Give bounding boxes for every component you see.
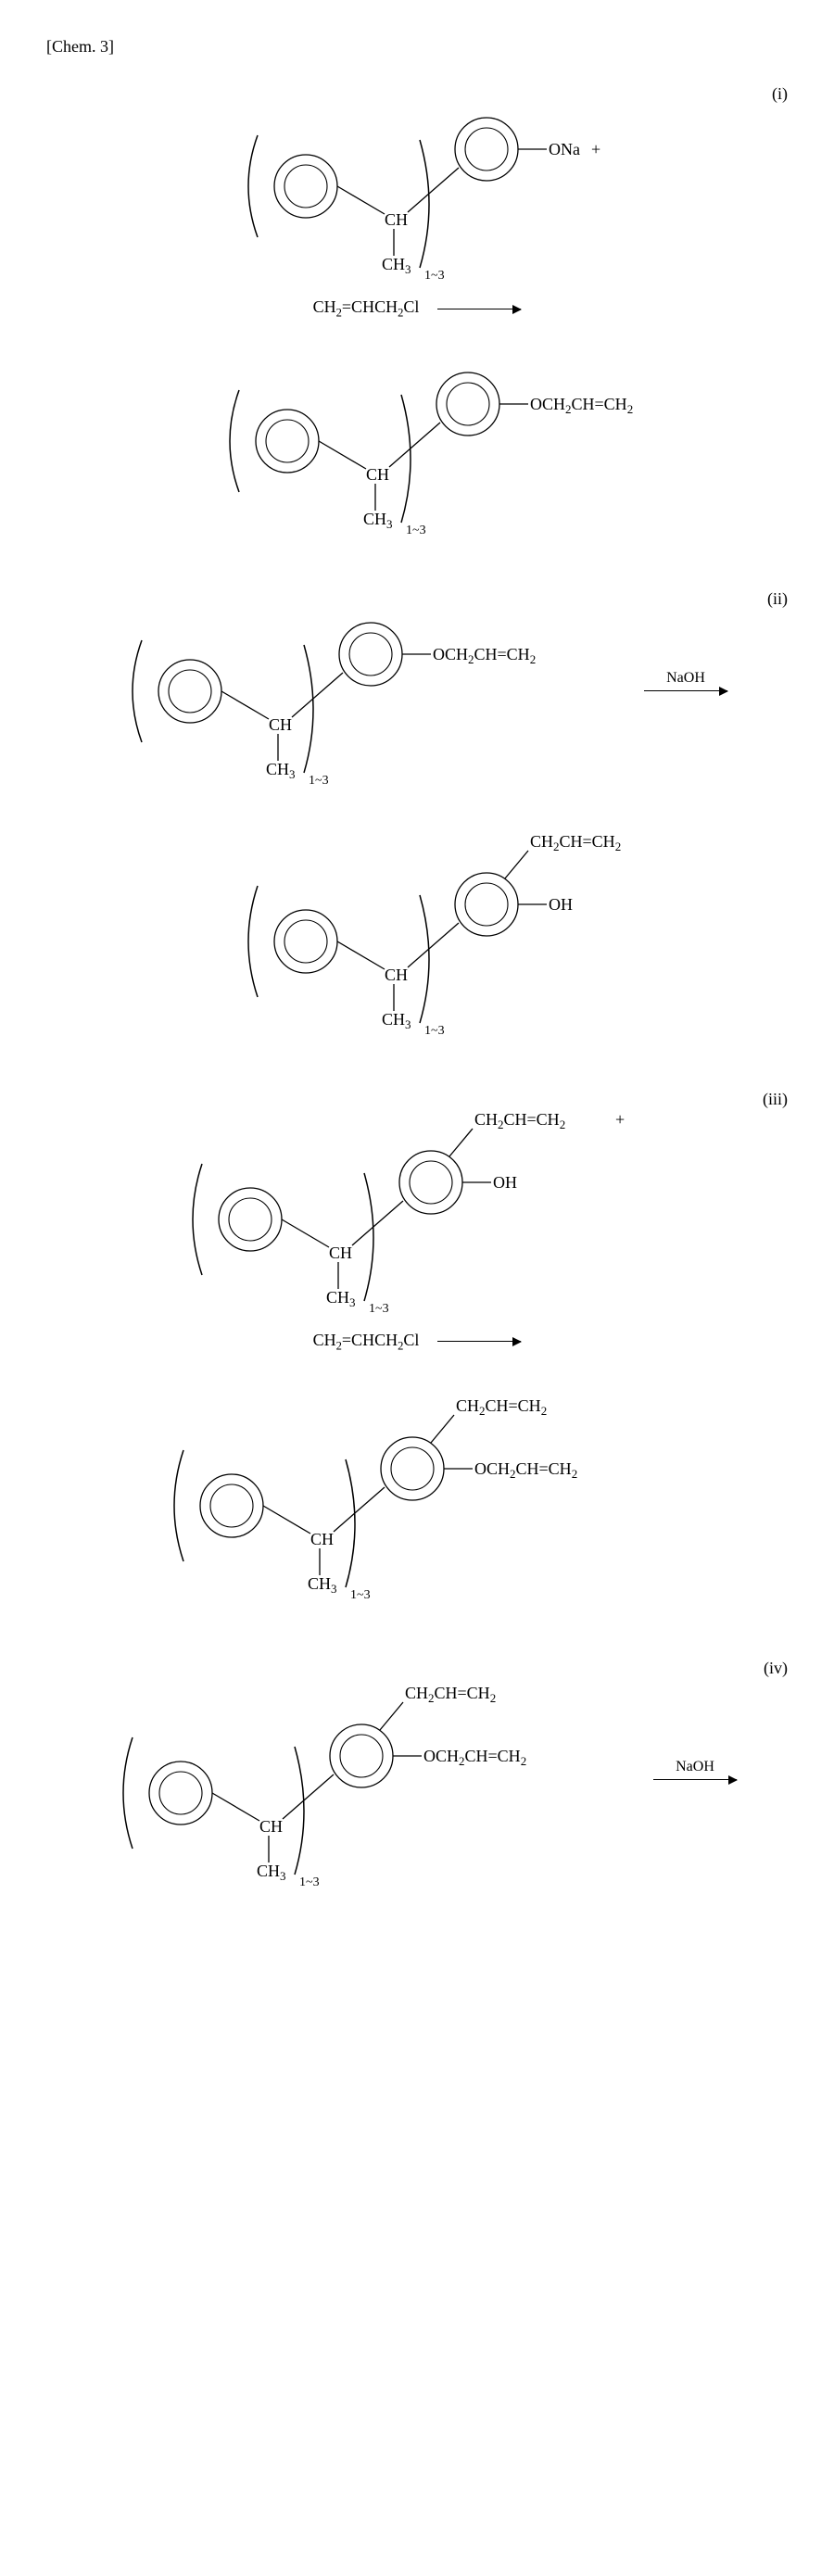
product-row-iii: CH CH3 1~3 CH2CH=CH2 OCH2CH=CH2: [46, 1362, 788, 1612]
svg-text:OH: OH: [493, 1173, 517, 1192]
eq-num-i: (i): [772, 84, 788, 104]
reaction-ii: (ii) CH CH3 1~3 OCH2CH=CH2 NaOH: [46, 589, 788, 1043]
svg-text:OH: OH: [549, 895, 573, 914]
svg-text:CH: CH: [366, 465, 389, 484]
product-row-ii: CH CH3 1~3 CH2CH=CH2 OH: [46, 802, 788, 1043]
svg-text:1~3: 1~3: [350, 1588, 371, 1602]
svg-text:OCH2CH=CH2: OCH2CH=CH2: [423, 1747, 526, 1768]
reagent-row-i: CH2=CHCH2Cl: [46, 297, 788, 321]
allyl-chloride-text-2: CH2=CHCH2Cl: [313, 1331, 420, 1354]
svg-text:CH3: CH3: [308, 1574, 337, 1596]
svg-text:CH: CH: [385, 210, 408, 229]
struct-ortho-allyl-phenol: CH CH3 1~3 CH2CH=CH2 OH: [195, 802, 676, 1043]
struct-allyl-ether: CH CH3 1~3 OCH2CH=CH2: [195, 330, 676, 543]
struct-phenolate-na: CH CH3 1~3 ONa +: [222, 84, 612, 288]
svg-text:1~3: 1~3: [299, 1875, 320, 1889]
svg-text:CH2CH=CH2: CH2CH=CH2: [530, 832, 621, 853]
svg-text:OCH2CH=CH2: OCH2CH=CH2: [474, 1459, 577, 1481]
svg-text:+: +: [615, 1110, 625, 1129]
svg-text:CH: CH: [310, 1530, 334, 1548]
reaction-iii: (iii) CH CH3 1~3 CH2CH=CH2 + OH: [46, 1090, 788, 1613]
svg-text:CH2CH=CH2: CH2CH=CH2: [474, 1110, 565, 1131]
reaction-i: (i) CH CH3 1~3: [46, 84, 788, 543]
eq-num-iv: (iv): [764, 1659, 788, 1678]
svg-text:OCH2CH=CH2: OCH2CH=CH2: [530, 395, 633, 416]
scheme-label: [Chem. 3]: [46, 37, 788, 57]
struct-diallyl-2: CH CH3 1~3 CH2CH=CH2 OCH2CH=CH2: [97, 1659, 635, 1900]
arrow-icon: NaOH: [644, 690, 727, 691]
arrow-icon: NaOH: [653, 1779, 737, 1780]
svg-text:CH: CH: [329, 1244, 352, 1262]
svg-text:CH3: CH3: [382, 255, 411, 276]
arrow-icon: [437, 1341, 521, 1342]
svg-text:1~3: 1~3: [424, 269, 445, 283]
allyl-chloride-text: CH2=CHCH2Cl: [313, 297, 420, 321]
naoh-label: NaOH: [644, 670, 727, 687]
svg-text:1~3: 1~3: [369, 1302, 389, 1316]
product-row-i: CH CH3 1~3 OCH2CH=CH2: [46, 330, 788, 543]
svg-text:CH3: CH3: [266, 760, 296, 781]
svg-text:CH: CH: [269, 715, 292, 734]
reaction-iv: (iv) CH CH3 1~3 CH2CH=CH2 OCH2CH=CH2: [46, 1659, 788, 1900]
reactant-row-ii: CH CH3 1~3 OCH2CH=CH2 NaOH: [46, 589, 788, 793]
svg-text:CH3: CH3: [326, 1288, 356, 1309]
svg-text:1~3: 1~3: [406, 524, 426, 537]
svg-text:+: +: [591, 140, 600, 158]
struct-ortho-allyl-phenol-2: CH CH3 1~3 CH2CH=CH2 + OH: [167, 1090, 667, 1321]
reagent-row-iii: CH2=CHCH2Cl: [46, 1331, 788, 1354]
struct-allyl-ether-2: CH CH3 1~3 OCH2CH=CH2: [107, 589, 626, 793]
svg-text:1~3: 1~3: [424, 1024, 445, 1038]
naoh-label-2: NaOH: [653, 1759, 737, 1775]
reactant-row-iii: CH CH3 1~3 CH2CH=CH2 + OH: [46, 1090, 788, 1321]
eq-num-ii: (ii): [767, 589, 788, 609]
svg-text:CH3: CH3: [257, 1862, 286, 1883]
svg-text:OCH2CH=CH2: OCH2CH=CH2: [433, 645, 536, 666]
svg-text:CH3: CH3: [363, 510, 393, 531]
svg-text:1~3: 1~3: [309, 774, 329, 788]
svg-text:ONa: ONa: [549, 140, 580, 158]
svg-text:CH: CH: [385, 966, 408, 984]
reactant-row-i: CH CH3 1~3 ONa +: [46, 84, 788, 288]
eq-num-iii: (iii): [763, 1090, 788, 1109]
svg-text:CH3: CH3: [382, 1010, 411, 1031]
svg-text:CH2CH=CH2: CH2CH=CH2: [456, 1396, 547, 1418]
struct-diallyl: CH CH3 1~3 CH2CH=CH2 OCH2CH=CH2: [139, 1362, 676, 1612]
svg-text:CH: CH: [259, 1817, 283, 1836]
svg-text:CH2CH=CH2: CH2CH=CH2: [405, 1684, 496, 1705]
reactant-row-iv: CH CH3 1~3 CH2CH=CH2 OCH2CH=CH2 NaOH: [46, 1659, 788, 1900]
